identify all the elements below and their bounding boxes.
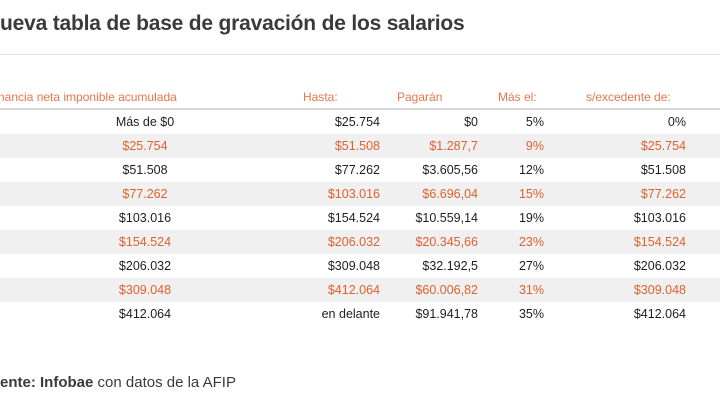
ganancia-cell: $103.016 xyxy=(118,211,172,225)
hasta-cell: $103.016 xyxy=(327,187,380,201)
hasta-cell: $77.262 xyxy=(334,163,380,177)
ganancia-cell: $309.048 xyxy=(118,283,172,297)
source-brand: Infobae xyxy=(40,374,94,391)
header-ganancia: nancia neta imponible acumulada xyxy=(0,90,177,104)
hasta-cell: $51.508 xyxy=(334,139,380,153)
excedente-cell: $25.754 xyxy=(640,139,686,153)
header-pagaran: Pagarán xyxy=(397,90,443,104)
page-title: ueva tabla de base de gravación de los s… xyxy=(0,12,465,35)
header-excedente: s/excedente de: xyxy=(586,90,671,104)
table-body: Más de $0 $25.754 $0 5% 0% $25.754 $51.508 $1.2… xyxy=(0,110,720,326)
pagaran-cell: $3.605,56 xyxy=(422,163,478,177)
pagaran-cell: $6.696,04 xyxy=(422,187,478,201)
table-row: $154.524 $206.032 $20.345,66 23% $154.524 xyxy=(0,230,720,254)
source-rest: con datos de la AFIP xyxy=(97,374,236,391)
mas-el-cell: 9% xyxy=(525,139,544,153)
table-row: $103.016 $154.524 $10.559,14 19% $103.016 xyxy=(0,206,720,230)
source-prefix: ente: xyxy=(0,374,36,391)
pagaran-cell: $60.006,82 xyxy=(415,283,478,297)
ganancia-cell: $206.032 xyxy=(118,259,172,273)
mas-el-cell: 27% xyxy=(518,259,544,273)
excedente-cell: $103.016 xyxy=(633,211,686,225)
table-row: $309.048 $412.064 $60.006,82 31% $309.048 xyxy=(0,278,720,302)
pagaran-cell: $0 xyxy=(464,115,478,129)
hasta-cell: $206.032 xyxy=(327,235,380,249)
ganancia-cell: $77.262 xyxy=(122,187,168,201)
mas-el-cell: 23% xyxy=(518,235,544,249)
excedente-cell: $77.262 xyxy=(640,187,686,201)
table-row: $412.064 en delante $91.941,78 35% $412.064 xyxy=(0,302,720,326)
ganancia-cell: $154.524 xyxy=(118,235,172,249)
hasta-cell: $154.524 xyxy=(327,211,380,225)
mas-el-cell: 35% xyxy=(518,307,544,321)
pagaran-cell: $10.559,14 xyxy=(415,211,478,225)
table-row: $25.754 $51.508 $1.287,7 9% $25.754 xyxy=(0,134,720,158)
table-row: $206.032 $309.048 $32.192,5 27% $206.032 xyxy=(0,254,720,278)
table-row: $77.262 $103.016 $6.696,04 15% $77.262 xyxy=(0,182,720,206)
mas-el-cell: 5% xyxy=(525,115,544,129)
hasta-cell: $25.754 xyxy=(334,115,380,129)
excedente-cell: $309.048 xyxy=(633,283,686,297)
ganancia-cell: $412.064 xyxy=(118,307,172,321)
tax-bracket-table: nancia neta imponible acumulada Hasta: P… xyxy=(0,86,720,326)
table-row: Más de $0 $25.754 $0 5% 0% xyxy=(0,110,720,134)
table-header: nancia neta imponible acumulada Hasta: P… xyxy=(0,86,720,110)
excedente-cell: $154.524 xyxy=(633,235,686,249)
hasta-cell: $309.048 xyxy=(327,259,380,273)
ganancia-cell: Más de $0 xyxy=(115,115,175,129)
excedente-cell: $412.064 xyxy=(633,307,686,321)
excedente-cell: $206.032 xyxy=(633,259,686,273)
hasta-cell: $412.064 xyxy=(327,283,380,297)
pagaran-cell: $32.192,5 xyxy=(422,259,478,273)
table-row: $51.508 $77.262 $3.605,56 12% $51.508 xyxy=(0,158,720,182)
pagaran-cell: $1.287,7 xyxy=(429,139,478,153)
ganancia-cell: $51.508 xyxy=(122,163,168,177)
excedente-cell: $51.508 xyxy=(640,163,686,177)
mas-el-cell: 31% xyxy=(518,283,544,297)
pagaran-cell: $91.941,78 xyxy=(415,307,478,321)
mas-el-cell: 19% xyxy=(518,211,544,225)
source-note: ente: Infobae con datos de la AFIP xyxy=(0,374,236,391)
hasta-cell: en delante xyxy=(321,307,380,321)
pagaran-cell: $20.345,66 xyxy=(415,235,478,249)
header-hasta: Hasta: xyxy=(303,90,338,104)
header-mas-el: Más el: xyxy=(498,90,537,104)
mas-el-cell: 12% xyxy=(518,163,544,177)
excedente-cell: 0% xyxy=(667,115,686,129)
ganancia-cell: $25.754 xyxy=(122,139,168,153)
title-divider xyxy=(0,54,720,55)
mas-el-cell: 15% xyxy=(518,187,544,201)
